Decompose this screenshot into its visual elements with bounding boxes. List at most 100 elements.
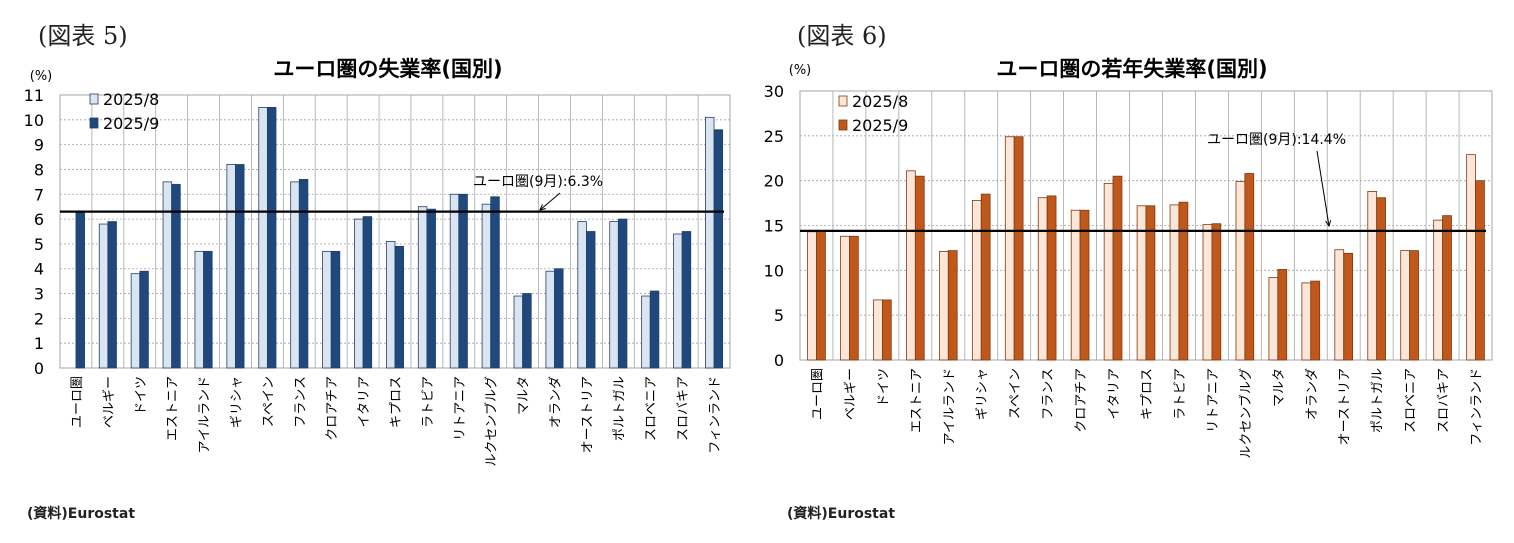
y-tick-label: 10 — [24, 111, 44, 130]
bar-sep — [298, 178, 309, 369]
bar-sep — [203, 250, 213, 369]
bar-aug — [162, 181, 173, 369]
x-tick-label: キプロス — [1140, 368, 1155, 420]
bar-aug — [354, 218, 364, 369]
bar-aug — [258, 107, 268, 369]
x-tick-label: スペイン — [1008, 368, 1023, 419]
figure-label: (図表 6) — [797, 22, 887, 50]
reference-line-label: ユーロ圏(9月):6.3% — [473, 174, 603, 190]
reference-arrow-head — [1325, 220, 1332, 228]
y-axis-unit: (%) — [789, 63, 812, 78]
bar-sep — [554, 268, 564, 369]
y-tick-label: 6 — [34, 210, 44, 229]
y-tick-label: 0 — [774, 351, 784, 370]
figure-label: (図表 5) — [38, 22, 128, 50]
reference-arrow — [1316, 150, 1330, 227]
legend-label: 2025/9 — [852, 116, 908, 135]
x-tick-label: ラトビア — [1173, 368, 1188, 420]
x-tick-label: スロベニア — [1404, 368, 1419, 433]
legend-swatch — [89, 93, 99, 105]
y-tick-label: 3 — [34, 285, 44, 304]
chart-panel-youth-unemployment: (図表 6) ユーロ圏の若年失業率(国別) (%) 0 5 10 15 20 25 30 ユーロ圏… — [757, 0, 1514, 543]
chart-title: ユーロ圏の若年失業率(国別) — [996, 57, 1267, 81]
bar-sep — [458, 193, 468, 369]
y-tick-label: 30 — [764, 82, 784, 101]
bar-aug — [1235, 181, 1246, 361]
bar-sep — [1277, 269, 1288, 361]
bar-aug — [417, 206, 428, 369]
bar-sep — [1343, 252, 1354, 361]
bar-sep — [1409, 250, 1419, 361]
x-tick-label: ルクセンブルグ — [484, 376, 500, 467]
bar-sep — [1145, 205, 1156, 361]
x-tick-label: ラトビア — [421, 376, 436, 428]
bar-sep — [649, 290, 660, 369]
bar-sep — [1112, 175, 1123, 361]
bar-sep — [266, 107, 277, 369]
bar-sep — [235, 164, 245, 369]
bar-aug — [938, 251, 949, 361]
x-tick-label: エストニア — [166, 376, 181, 441]
bar-sep — [75, 211, 85, 369]
legend-label: 2025/8 — [852, 92, 908, 111]
bar-aug — [673, 233, 683, 369]
x-tick-label: リトアニア — [453, 376, 468, 441]
bar-aug — [449, 193, 460, 369]
x-tick-label: イタリア — [357, 376, 372, 427]
y-axis-unit: (%) — [30, 69, 53, 84]
x-tick-label: マルタ — [1272, 368, 1287, 407]
chart-panel-unemployment: (図表 5) ユーロ圏の失業率(国別) (%) 0 1 2 3 4 5 6 7 8 9 10 11 ユーロ圏… — [24, 22, 731, 522]
bar-aug — [1433, 219, 1443, 361]
bar-sep — [1376, 197, 1386, 361]
bar-sep — [881, 299, 892, 361]
x-tick-label: フランス — [293, 376, 308, 428]
legend-label: 2025/9 — [103, 114, 159, 133]
bar-aug — [545, 270, 555, 369]
bar-sep — [713, 129, 724, 369]
bar-aug — [1202, 224, 1213, 361]
x-tick-label: スロバキア — [676, 376, 691, 441]
bar-aug — [1466, 154, 1476, 361]
y-tick-label: 8 — [34, 160, 44, 179]
bar-aug — [1400, 250, 1411, 361]
x-tick-label: ポルトガル — [612, 376, 627, 441]
bar-aug — [1037, 197, 1048, 361]
x-tick-label: スペイン — [261, 376, 276, 427]
legend-swatch — [838, 119, 848, 131]
x-tick-label: アイルランド — [198, 376, 213, 453]
bar-sep — [681, 231, 692, 369]
bar-aug — [577, 221, 587, 369]
bar-sep — [947, 250, 958, 361]
x-tick-label: ベルギー — [843, 368, 858, 420]
x-tick-label: クロアチア — [1074, 368, 1089, 433]
bar-sep — [586, 231, 596, 369]
bar-sep — [139, 270, 149, 369]
x-tick-label: クロアチア — [325, 376, 340, 441]
x-tick-label: キプロス — [389, 376, 404, 428]
y-tick-label: 9 — [34, 136, 44, 155]
bar-aug — [641, 295, 651, 369]
source-note: (資料)Eurostat — [787, 506, 896, 522]
reference-arrow-head — [539, 204, 546, 211]
bar-aug — [873, 299, 883, 361]
x-tick-label: ベルギー — [102, 376, 117, 428]
bar-aug — [1268, 277, 1279, 361]
x-tick-label: オランダ — [549, 376, 564, 428]
bar-sep — [617, 218, 628, 369]
x-tick-label: アイルランド — [942, 368, 957, 445]
x-tick-label: マルタ — [517, 376, 532, 415]
bar-aug — [1334, 249, 1345, 361]
bar-sep — [849, 235, 859, 361]
bar-sep — [394, 245, 405, 369]
x-tick-label: ドイツ — [134, 376, 149, 415]
bar-aug — [322, 250, 332, 369]
bar-sep — [330, 250, 341, 369]
bar-aug — [481, 203, 492, 369]
bar-sep — [1178, 201, 1189, 361]
bar-aug — [290, 181, 300, 369]
legend-swatch — [89, 117, 99, 129]
y-tick-label: 11 — [24, 86, 44, 105]
y-tick-label: 0 — [34, 359, 44, 378]
y-tick-label: 7 — [34, 185, 44, 204]
bar-aug — [840, 235, 850, 361]
